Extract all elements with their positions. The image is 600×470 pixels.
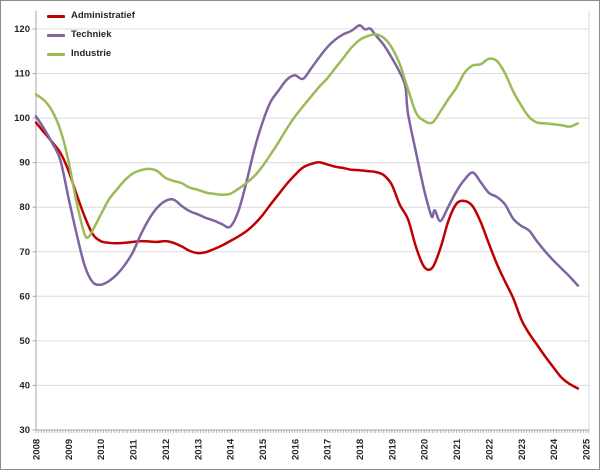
x-tick-label: 2010	[96, 439, 107, 460]
x-tick-label: 2015	[258, 438, 269, 460]
y-tick-label: 120	[14, 24, 30, 35]
legend-swatch-industrie	[47, 52, 65, 56]
x-tick-label: 2020	[420, 439, 431, 460]
x-tick-label: 2021	[452, 438, 463, 460]
x-tick-label: 2017	[323, 439, 334, 460]
legend-label: Industrie	[71, 48, 112, 59]
x-tick-label: 2013	[193, 439, 204, 460]
x-tick-label: 2012	[161, 439, 172, 460]
y-tick-label: 80	[19, 202, 30, 213]
y-tick-label: 50	[19, 336, 30, 347]
series-line-administratief	[34, 121, 580, 390]
legend-label: Administratief	[71, 10, 135, 21]
legend-label: Techniek	[71, 29, 112, 40]
series-line-industrie	[34, 33, 580, 240]
x-tick-label: 2019	[387, 439, 398, 460]
y-tick-label: 70	[19, 247, 30, 258]
x-tick-label: 2018	[355, 439, 366, 460]
y-tick-label: 30	[19, 425, 30, 436]
x-tick-label: 2016	[290, 439, 301, 460]
x-tick-label: 2008	[32, 439, 43, 460]
x-tick-label: 2025	[581, 438, 592, 460]
legend-item-administratief[interactable]: Administratief	[47, 10, 135, 22]
y-tick-label: 90	[19, 158, 30, 169]
y-tick-label: 110	[15, 69, 30, 80]
y-tick-label: 40	[19, 380, 30, 391]
series-line-techniek	[34, 24, 580, 287]
x-tick-label: 2022	[484, 439, 495, 460]
x-tick-label: 2009	[64, 439, 75, 460]
legend-swatch-techniek	[47, 33, 65, 37]
legend-item-techniek[interactable]: Techniek	[47, 29, 135, 41]
x-tick-label: 2011	[129, 439, 140, 460]
legend-item-industrie[interactable]: Industrie	[47, 48, 135, 60]
x-tick-label: 2024	[549, 438, 560, 460]
y-tick-label: 60	[19, 291, 30, 302]
legend-swatch-administratief	[47, 14, 65, 18]
legend: Administratief Techniek Industrie	[47, 10, 135, 60]
x-tick-label: 2023	[517, 439, 528, 460]
x-tick-label: 2014	[226, 438, 237, 460]
y-tick-label: 100	[14, 113, 30, 124]
